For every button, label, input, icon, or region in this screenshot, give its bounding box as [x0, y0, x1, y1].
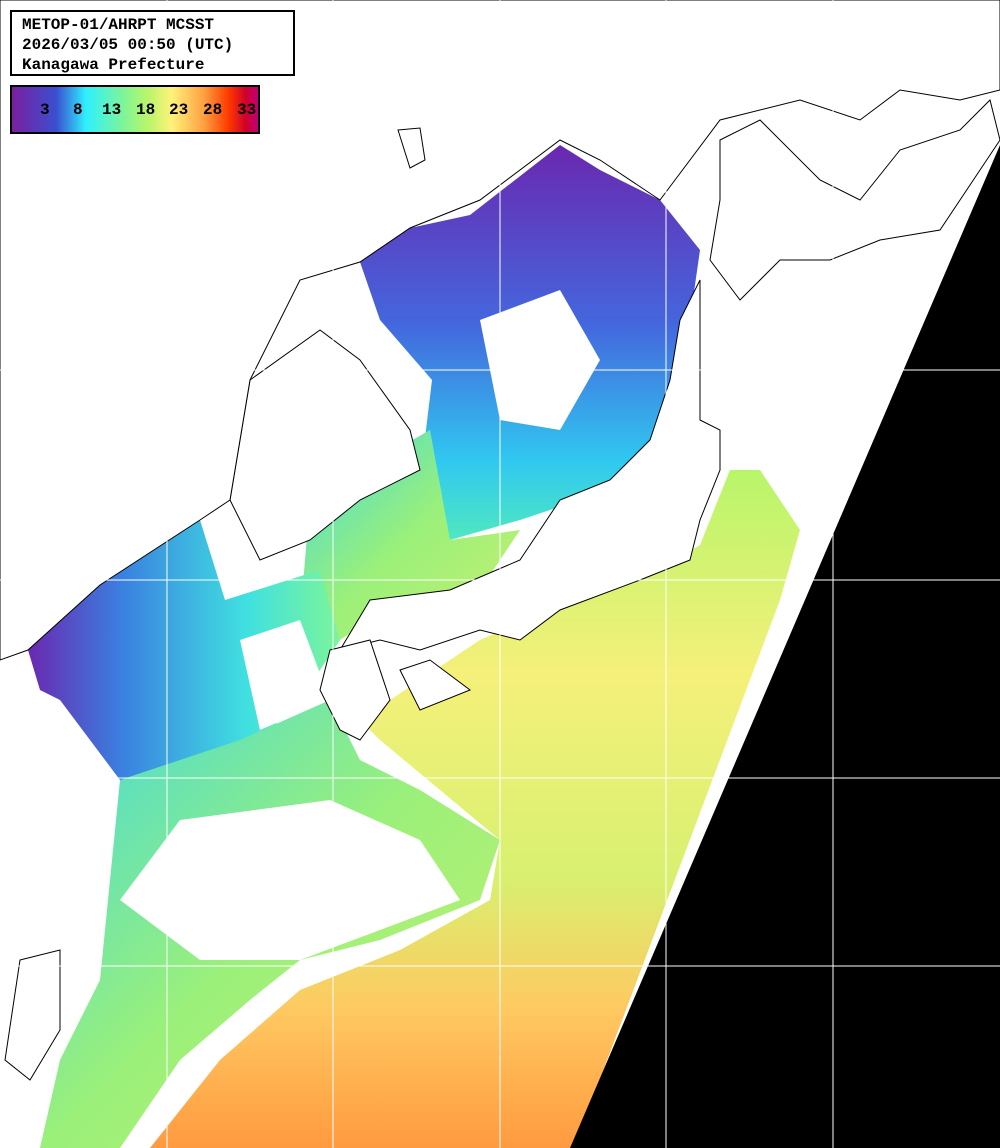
shikoku [399, 659, 472, 711]
cloud-patch [480, 290, 600, 430]
color-scale-legend: 3 8 13 18 23 28 33 [10, 85, 260, 134]
coastlines [0, 0, 1000, 1081]
scale-tick: 8 [73, 101, 83, 119]
pacific-sst [150, 470, 800, 1148]
mainland-asia [0, 0, 1000, 661]
scale-tick: 13 [102, 101, 122, 119]
scale-tick: 33 [237, 101, 257, 119]
cloud-patch [240, 620, 330, 730]
timestamp: 2026/03/05 00:50 (UTC) [22, 36, 234, 54]
kyushu [319, 639, 391, 741]
satellite-product: METOP-01/AHRPT MCSST [22, 16, 215, 34]
yellow-sea-sst [28, 520, 340, 800]
scale-tick: 28 [203, 101, 223, 119]
scale-tick: 18 [136, 101, 156, 119]
cloud-patch [120, 800, 460, 960]
sakhalin-coast [397, 127, 426, 169]
taiwan [4, 949, 61, 1081]
scale-tick: 23 [169, 101, 189, 119]
scale-tick: 3 [40, 101, 50, 119]
title-box: METOP-01/AHRPT MCSST 2026/03/05 00:50 (U… [10, 10, 295, 76]
hokkaido [709, 99, 1000, 301]
region-name: Kanagawa Prefecture [22, 56, 205, 74]
no-data-region [570, 145, 1000, 1148]
